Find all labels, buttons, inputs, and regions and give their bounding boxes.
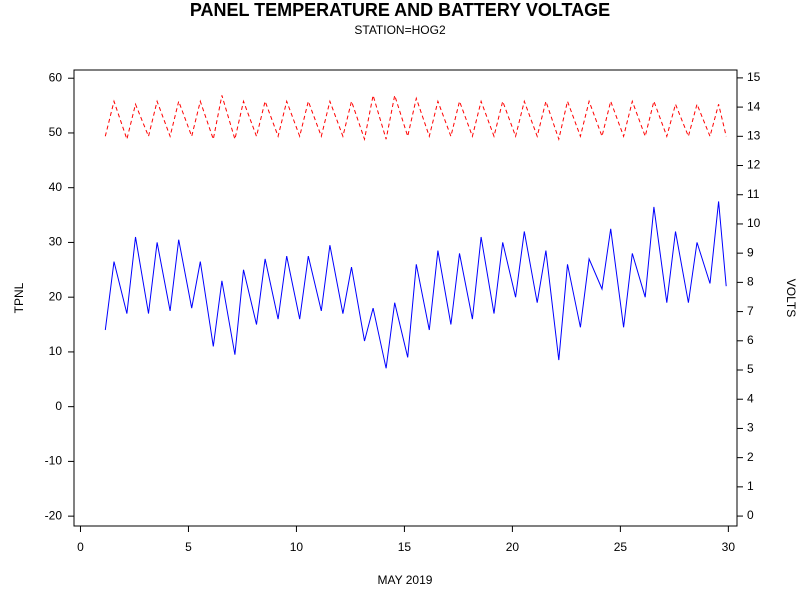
plot-frame — [73, 69, 738, 527]
y-tick-label: -10 — [45, 454, 63, 468]
y2-tick-label: 12 — [747, 158, 761, 172]
y-axis-label: TPNL — [12, 282, 26, 313]
y-tick-label: 20 — [49, 289, 63, 303]
y2-tick-label: 7 — [747, 304, 754, 318]
y2-tick-label: 4 — [747, 391, 754, 405]
x-tick-label: 10 — [290, 540, 304, 554]
y2-tick-label: 14 — [747, 99, 761, 113]
y2-tick-label: 8 — [747, 275, 754, 289]
y2-tick-label: 1 — [747, 479, 754, 493]
y2-axis-label: VOLTS — [784, 279, 798, 317]
y2-tick-label: 5 — [747, 362, 754, 376]
y2-tick-label: 6 — [747, 333, 754, 347]
y2-tick-label: 11 — [747, 187, 760, 201]
y2-tick-label: 2 — [747, 450, 754, 464]
y-tick-label: 0 — [55, 399, 62, 413]
x-tick-label: 25 — [614, 540, 628, 554]
series-line — [104, 201, 727, 369]
y-tick-label: -20 — [45, 508, 63, 522]
y-tick-label: 30 — [49, 235, 63, 249]
y2-tick-label: 0 — [747, 508, 754, 522]
x-axis-label: MAY 2019 — [378, 573, 433, 587]
y-tick-label: 40 — [49, 180, 63, 194]
x-tick-label: 15 — [398, 540, 412, 554]
y2-tick-label: 15 — [747, 70, 761, 84]
chart-subtitle: STATION=HOG2 — [354, 23, 446, 37]
y2-tick-label: 10 — [747, 216, 761, 230]
x-tick-label: 20 — [506, 540, 520, 554]
y-tick-label: 10 — [49, 344, 63, 358]
y2-tick-label: 9 — [747, 245, 754, 259]
chart-title: PANEL TEMPERATURE AND BATTERY VOLTAGE — [190, 0, 610, 20]
y-tick-label: 60 — [49, 70, 63, 84]
x-tick-label: 5 — [185, 540, 192, 554]
y2-tick-label: 13 — [747, 128, 761, 142]
x-tick-label: 0 — [77, 540, 84, 554]
y2-tick-label: 3 — [747, 421, 754, 435]
x-tick-label: 30 — [722, 540, 736, 554]
series-line — [104, 95, 727, 142]
y-tick-label: 50 — [49, 125, 63, 139]
